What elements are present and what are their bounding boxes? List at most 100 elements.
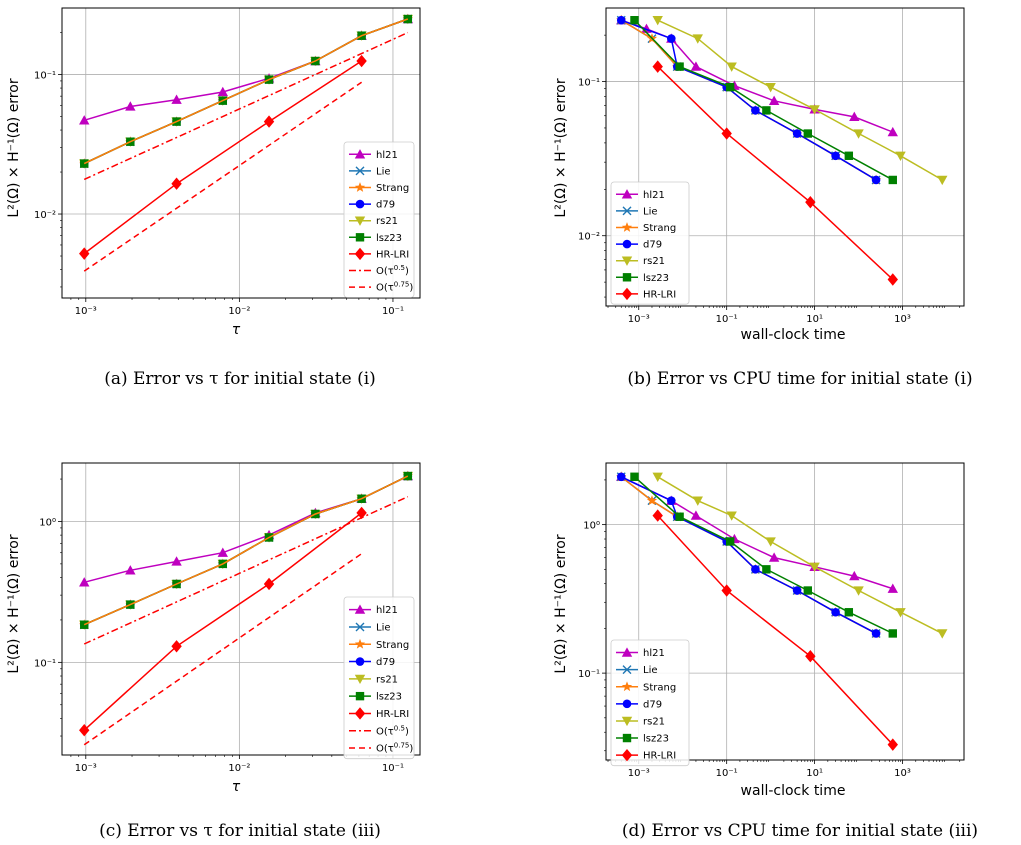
panel-b-point — [675, 62, 684, 71]
panel-b-point — [751, 106, 760, 115]
panel-d-frame — [605, 462, 965, 761]
panel-b-ylabel: L²(Ω) × H⁻¹(Ω) error — [553, 78, 569, 217]
panel-d-point — [792, 586, 802, 595]
panel-d-series-line-4 — [657, 476, 943, 635]
panel-d-point — [849, 570, 860, 581]
panel-d-legend-label: rs21 — [643, 716, 665, 727]
panel-c-ylabel: L²(Ω) × H⁻¹(Ω) error — [6, 534, 22, 673]
panel-a-point — [79, 247, 90, 260]
panel-a-legend-label: hl21 — [376, 150, 398, 161]
panel-c-series-line-7 — [83, 512, 363, 731]
panel-a-series-line-7 — [83, 60, 363, 255]
panel-c-legend-marker — [354, 638, 366, 649]
panel-a-legend-marker — [354, 247, 366, 261]
panel-b-legend-label: d79 — [643, 240, 662, 251]
panel-d-ylabel: L²(Ω) × H⁻¹(Ω) error — [553, 534, 569, 673]
panel-a-legend-label: HR-LRI — [376, 249, 409, 260]
panel-a-legend-marker — [354, 182, 366, 192]
panel-d-ytick-label: 10⁰ — [583, 521, 600, 532]
panel-d-point — [853, 586, 864, 596]
panel-d-point — [666, 496, 676, 505]
panel-b-legend-marker — [622, 239, 632, 249]
panel-b-point — [888, 175, 897, 185]
panel-d-xtick-label: 10⁻³ — [628, 768, 650, 779]
panel-b-point — [666, 34, 676, 43]
panel-b-point — [871, 175, 881, 185]
panel-d-legend-marker — [621, 647, 633, 657]
panel-c-legend-marker — [355, 657, 365, 666]
panel-d-legend-marker — [621, 748, 633, 762]
panel-b-point — [725, 82, 735, 92]
panel-b-point — [652, 60, 663, 73]
panel-c-point — [125, 565, 136, 575]
panel-c-xtick-label: 10⁻¹ — [382, 763, 404, 774]
panel-b-point — [887, 273, 898, 286]
panel-d-point — [725, 537, 735, 546]
panel-a-legend-marker — [355, 233, 365, 242]
panel-d-point — [690, 510, 702, 520]
panel-d-legend-label: lsz23 — [643, 734, 669, 745]
panel-c-legend-marker — [354, 604, 366, 614]
panel-d-point — [646, 495, 658, 506]
panel-c-series-line-8 — [83, 496, 409, 645]
panel-d-legend-marker — [622, 733, 632, 743]
panel-c-legend: hl21LieStrangd79rs21lsz23HR-LRIO(τ0.5)O(… — [343, 596, 415, 760]
panel-c-caption: (c) Error vs τ for initial state (iii) — [99, 821, 381, 841]
panel-b-plot: 10⁻³ 10⁻¹ 10¹ 10³ 10⁻² 10⁻¹ hl21 Lie Strang d79 rs… — [578, 7, 965, 325]
panel-b-point — [762, 106, 771, 115]
panel-b-point — [726, 62, 737, 72]
panel-b-xtick-label: 10⁻³ — [628, 314, 650, 325]
panel-a-xtick-label: 10⁻¹ — [382, 306, 404, 317]
panel-b: L²(Ω) × H⁻¹(Ω) error wall-clock time (b)… — [553, 78, 973, 389]
panel-a-point — [403, 14, 413, 24]
panel-c-xlabel: τ — [232, 779, 241, 795]
panel-b-point — [887, 126, 898, 137]
panel-b-legend-label: HR-LRI — [643, 289, 676, 300]
panel-d-xtick-label: 10³ — [894, 768, 911, 779]
panel-d-legend-marker — [622, 665, 632, 675]
panel-b-legend-label: lsz23 — [643, 273, 669, 284]
panel-c-point — [356, 506, 367, 520]
panel-c-legend-label: O(τ0.5) — [376, 724, 409, 737]
panel-b-legend-marker — [621, 287, 633, 301]
panel-d-legend-label: HR-LRI — [643, 751, 676, 762]
panel-a-ytick-label: 10⁻¹ — [34, 71, 56, 82]
panel-a-series — [79, 13, 414, 272]
panel-b-legend: hl21 Lie Strang d79 rs21 lsz23 HR-LRI — [610, 181, 690, 305]
panel-b-legend-label: Strang — [643, 223, 676, 234]
panel-b-legend-marker — [621, 222, 633, 232]
panel-a-legend-label: Strang — [376, 183, 409, 194]
panel-c-point — [79, 723, 90, 737]
panel-b-point — [853, 129, 864, 139]
panel-b-series-line-3 — [620, 19, 877, 181]
panel-d-point — [895, 608, 906, 618]
panel-d-point — [803, 586, 812, 595]
panel-b-xtick-label: 10⁻¹ — [716, 314, 738, 325]
panel-a-series-line-8 — [83, 31, 409, 181]
panel-b-point — [652, 16, 663, 26]
panel-b-legend-marker — [622, 206, 632, 216]
panel-d-point — [887, 738, 898, 751]
panel-c: L²(Ω) × H⁻¹(Ω) error τ (c) Error vs τ fo… — [6, 534, 381, 841]
panel-d-point — [831, 607, 840, 617]
panel-c-legend-marker — [354, 674, 366, 685]
panel-d-point — [726, 511, 737, 521]
panel-d-xtick-label: 10⁻¹ — [716, 768, 738, 779]
panel-b-point — [765, 82, 776, 93]
panel-d-point — [809, 562, 820, 572]
panel-c-frame — [61, 462, 421, 756]
panel-c-point — [171, 556, 182, 566]
panel-d-ytick-label: 10⁻¹ — [578, 669, 600, 680]
panel-d-point — [844, 608, 854, 617]
panel-a-ytick-label: 10⁻² — [34, 210, 56, 221]
panel-d-point — [721, 584, 732, 597]
panel-c-point — [403, 471, 413, 481]
panel-b-legend-marker — [621, 256, 633, 266]
panel-a-legend-box — [343, 141, 415, 298]
panel-a-series-line-9 — [83, 81, 363, 272]
panel-b-series-line-5 — [633, 19, 894, 181]
panel-b-point — [849, 111, 860, 122]
panel-a-legend-label: d79 — [376, 200, 395, 211]
panel-c-series — [79, 470, 414, 746]
panel-a-series-line-6 — [83, 18, 409, 165]
